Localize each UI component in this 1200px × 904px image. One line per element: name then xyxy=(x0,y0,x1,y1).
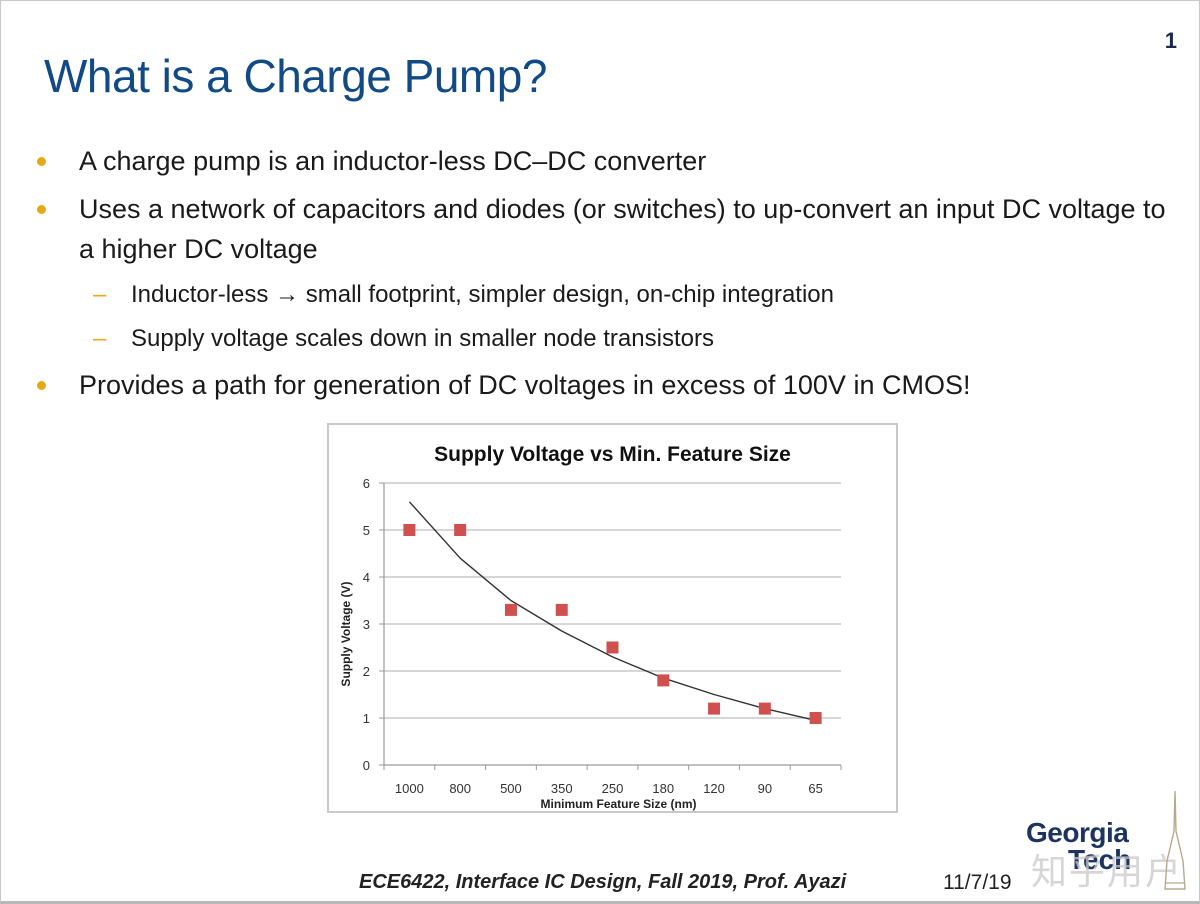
svg-text:250: 250 xyxy=(602,781,624,796)
bullet-list: A charge pump is an inductor-less DC–DC … xyxy=(31,141,1171,413)
dash-icon: – xyxy=(93,325,107,352)
footer-date: 11/7/19 xyxy=(943,871,1012,894)
chart: Supply Voltage vs Min. Feature Size 0 1 2 3… xyxy=(327,423,898,813)
sub-bullet-item: – Supply voltage scales down in smaller … xyxy=(31,321,1171,357)
slide-title: What is a Charge Pump? xyxy=(44,50,547,102)
svg-text:6: 6 xyxy=(363,476,370,491)
svg-text:90: 90 xyxy=(758,781,772,796)
svg-text:5: 5 xyxy=(363,523,370,538)
svg-text:120: 120 xyxy=(703,781,725,796)
bullet-text: A charge pump is an inductor-less DC–DC … xyxy=(79,146,707,176)
bullet-dot-icon xyxy=(37,157,46,166)
svg-text:4: 4 xyxy=(363,570,370,585)
sub-bullet-text: Inductor-less → small footprint, simpler… xyxy=(131,281,834,308)
svg-text:180: 180 xyxy=(652,781,674,796)
footer-course: ECE6422, Interface IC Design, Fall 2019,… xyxy=(359,871,847,893)
chart-title: Supply Voltage vs Min. Feature Size xyxy=(434,443,791,466)
svg-text:800: 800 xyxy=(449,781,471,796)
watermark: 知乎用户 xyxy=(1031,851,1184,892)
svg-text:Minimum Feature Size (nm): Minimum Feature Size (nm) xyxy=(540,797,696,811)
svg-text:Supply Voltage (V): Supply Voltage (V) xyxy=(339,581,353,686)
bullet-item: Uses a network of capacitors and diodes … xyxy=(31,189,1171,269)
chart-plot: 0 1 2 3 4 5 6 1000 800 500 350 250 180 120 90 65 Minimum… xyxy=(339,476,842,811)
svg-text:1: 1 xyxy=(363,711,370,726)
bullet-text: Provides a path for generation of DC vol… xyxy=(79,370,971,400)
svg-text:2: 2 xyxy=(363,664,370,679)
bullet-dot-icon xyxy=(37,381,46,390)
spire-icon xyxy=(1164,791,1186,890)
svg-text:0: 0 xyxy=(363,758,370,773)
svg-text:65: 65 xyxy=(808,781,822,796)
logo-line2: Tech xyxy=(1068,844,1132,875)
svg-text:500: 500 xyxy=(500,781,522,796)
svg-text:350: 350 xyxy=(551,781,573,796)
bullet-text: Uses a network of capacitors and diodes … xyxy=(79,194,1166,264)
dash-icon: – xyxy=(93,281,107,308)
page-number: 1 xyxy=(1164,28,1177,53)
bullet-dot-icon xyxy=(37,205,46,214)
logo-line1: Georgia xyxy=(1026,817,1129,848)
bullet-item: Provides a path for generation of DC vol… xyxy=(31,365,1171,405)
svg-text:3: 3 xyxy=(363,617,370,632)
svg-text:1000: 1000 xyxy=(395,781,424,796)
bullet-item: A charge pump is an inductor-less DC–DC … xyxy=(31,141,1171,181)
georgia-tech-logo: Georgia Tech xyxy=(1026,817,1166,875)
sub-bullet-item: – Inductor-less → small footprint, simpl… xyxy=(31,277,1171,313)
sub-bullet-text: Supply voltage scales down in smaller no… xyxy=(131,325,714,352)
